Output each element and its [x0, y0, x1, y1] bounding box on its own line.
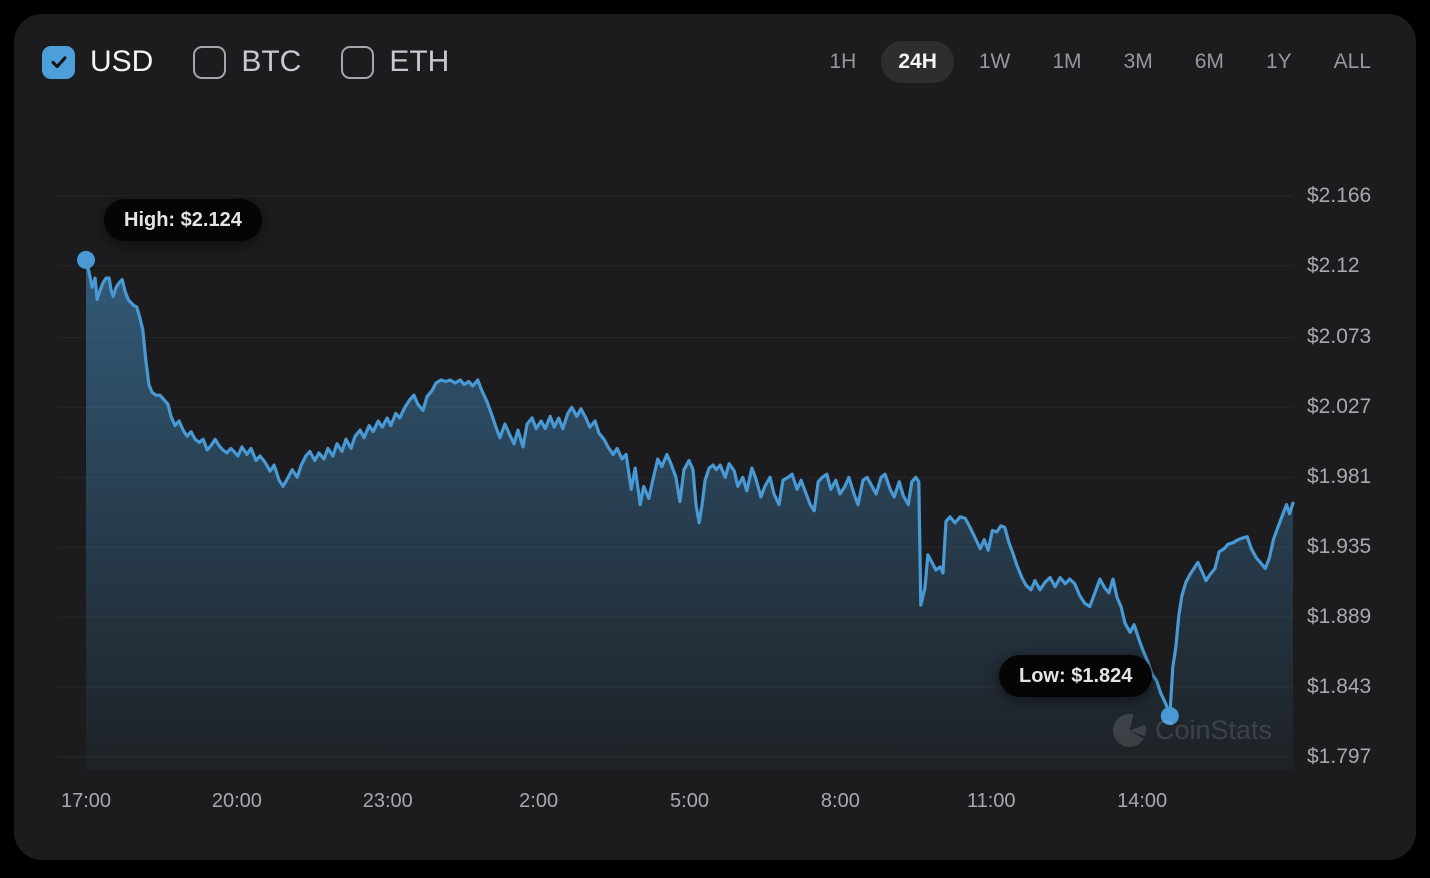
checkbox-checked-icon[interactable] [42, 45, 75, 79]
price-chart-svg[interactable] [14, 14, 1416, 860]
watermark-text: CoinStats [1155, 715, 1273, 745]
x-axis-label: 8:00 [820, 790, 860, 812]
y-axis-label: $1.843 [1307, 675, 1372, 699]
y-axis-label: $2.027 [1307, 395, 1372, 419]
checkbox-unchecked-icon[interactable] [341, 45, 375, 79]
currency-checkbox-usd[interactable]: USD [42, 45, 153, 79]
high-tooltip-label: High: $2.124 [124, 208, 242, 231]
price-chart-area[interactable]: $2.166 $2.12 $2.073 $2.027 $1.981 $1.935 $1.88… [14, 14, 1416, 860]
price-line [84, 258, 1295, 718]
chart-card: USD BTC ETH 1H 24H 1W 1M 3M 6M 1Y ALL $2.166 $2.12… [14, 14, 1416, 860]
range-button-1w[interactable]: 1W [962, 41, 1028, 83]
range-button-all[interactable]: ALL [1317, 41, 1388, 83]
y-axis-label: $2.073 [1307, 325, 1372, 349]
range-button-6m[interactable]: 6M [1178, 41, 1241, 83]
range-button-1m[interactable]: 1M [1035, 41, 1098, 83]
currency-label: BTC [241, 45, 302, 78]
y-axis-label: $1.981 [1307, 465, 1372, 489]
x-axis-label: 5:00 [670, 790, 709, 812]
x-axis-label: 17:00 [60, 790, 112, 812]
coinstats-watermark: CoinStats [1113, 714, 1272, 747]
y-axis-label: $2.12 [1307, 253, 1360, 277]
x-axis-label: 14:00 [1117, 790, 1168, 812]
range-button-3m[interactable]: 3M [1107, 41, 1170, 83]
currency-checkbox-btc[interactable]: BTC [193, 45, 301, 79]
range-button-1h[interactable]: 1H [812, 41, 873, 83]
chart-header: USD BTC ETH 1H 24H 1W 1M 3M 6M 1Y ALL [14, 40, 1416, 84]
y-axis-label: $1.889 [1307, 605, 1372, 629]
low-point-dot [1160, 707, 1179, 725]
low-tooltip-label: Low: $1.824 [1019, 664, 1133, 687]
x-axis-label: 20:00 [211, 790, 262, 812]
currency-toggle-group: USD BTC ETH [42, 45, 449, 79]
y-axis-label: $1.797 [1307, 745, 1372, 768]
range-button-24h[interactable]: 24H [881, 41, 954, 83]
x-axis-label: 11:00 [966, 790, 1016, 812]
high-tooltip: High: $2.124 [104, 199, 262, 241]
x-axis-label: 23:00 [362, 790, 413, 812]
y-axis-label: $1.935 [1307, 535, 1372, 559]
currency-checkbox-eth[interactable]: ETH [341, 45, 449, 79]
currency-label: ETH [389, 45, 450, 78]
high-point-dot [77, 250, 95, 269]
range-button-1y[interactable]: 1Y [1249, 41, 1309, 83]
checkbox-unchecked-icon[interactable] [193, 45, 227, 79]
time-range-group: 1H 24H 1W 1M 3M 6M 1Y ALL [812, 41, 1388, 83]
pie-chart-logo-icon [1113, 714, 1146, 747]
area-fill [86, 259, 1293, 770]
y-axis-label: $2.166 [1307, 184, 1372, 207]
currency-label: USD [90, 45, 154, 78]
low-tooltip: Low: $1.824 [999, 655, 1153, 697]
x-axis-label: 2:00 [519, 790, 559, 812]
